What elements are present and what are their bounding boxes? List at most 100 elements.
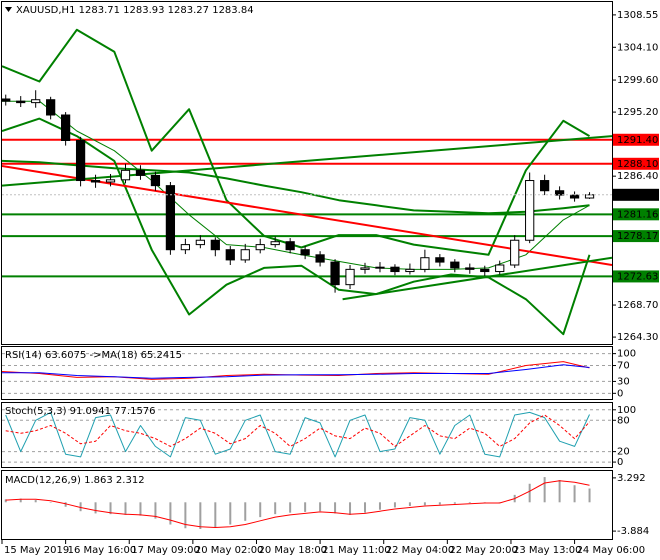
candle-body xyxy=(150,174,161,187)
y-tick-label: 3.292 xyxy=(617,473,646,484)
histogram-bar xyxy=(364,502,367,513)
candle-body xyxy=(360,267,370,270)
candle-body xyxy=(405,268,415,273)
histogram-bar xyxy=(558,480,561,503)
level-label: 1281.16 xyxy=(617,209,658,220)
series-line xyxy=(342,256,612,301)
candle-body xyxy=(330,261,340,286)
level-label: 1288.10 xyxy=(617,159,658,170)
last-price-box xyxy=(613,188,659,201)
stoch-panel xyxy=(1,402,613,468)
histogram-bar xyxy=(349,502,352,515)
histogram-bar xyxy=(169,502,172,525)
histogram-bar xyxy=(4,499,7,503)
x-tick-label: 24 May 06:00 xyxy=(577,545,646,556)
series-line xyxy=(2,135,612,187)
histogram-bar xyxy=(139,502,142,516)
panel-plot xyxy=(2,409,612,463)
x-tick-label: 22 May 20:00 xyxy=(449,545,518,556)
histogram-bar xyxy=(79,502,82,512)
y-tick-label: 1308.55 xyxy=(617,10,658,21)
candle-body xyxy=(315,254,325,263)
level-label: 1291.40 xyxy=(617,135,658,146)
series-line xyxy=(5,411,590,458)
candle-body xyxy=(210,239,220,251)
series-line xyxy=(5,414,590,447)
candle-body xyxy=(105,179,116,183)
level-label-box xyxy=(613,133,659,146)
y-tick-label: 100 xyxy=(617,349,636,360)
candle-body xyxy=(16,100,26,104)
panel-plot xyxy=(4,477,591,529)
series-line xyxy=(2,364,590,379)
x-tick-label: 20 May 18:00 xyxy=(258,545,327,556)
histogram-bar xyxy=(334,502,337,514)
candle-body xyxy=(300,249,310,256)
panel-title: MACD(12,26,9) 1.863 2.312 xyxy=(5,475,145,486)
x-tick-label: 21 May 11:00 xyxy=(322,545,391,556)
histogram-bar xyxy=(34,500,37,503)
last-price-label: 1283.84 xyxy=(617,190,658,201)
x-tick-label: 15 May 2019 xyxy=(4,545,69,556)
candle-body xyxy=(450,261,460,269)
y-tick-label: -3.884 xyxy=(617,526,649,537)
y-tick-label: 1286.40 xyxy=(617,171,658,182)
level-label-box xyxy=(613,208,659,221)
histogram-bar xyxy=(304,502,307,512)
series-line xyxy=(2,117,591,336)
series-line xyxy=(5,480,590,528)
candle-body xyxy=(180,244,190,251)
histogram-bar xyxy=(94,502,97,514)
macd-panel xyxy=(1,470,613,540)
panel-plot xyxy=(2,353,612,394)
histogram-bar xyxy=(199,502,202,529)
candle-body xyxy=(345,268,355,286)
histogram-bar xyxy=(378,502,381,510)
candle-body xyxy=(61,114,71,141)
candle-body xyxy=(584,194,595,199)
y-tick-label: 1299.60 xyxy=(617,75,658,86)
histogram-bar xyxy=(453,502,456,504)
x-tick-label: 23 May 13:00 xyxy=(513,545,582,556)
histogram-bar xyxy=(19,498,22,503)
histogram-bar xyxy=(184,502,187,529)
y-tick-label: 0 xyxy=(617,457,623,468)
candle-body xyxy=(46,99,56,116)
histogram-bar xyxy=(573,485,576,503)
rsi-panel xyxy=(1,346,613,400)
y-tick-label: 20 xyxy=(617,447,630,458)
panel-title: RSI(14) 63.6075 ->MA(18) 65.2415 xyxy=(5,350,182,361)
level-label: 1272.63 xyxy=(617,271,658,282)
y-tick-label: 1264.30 xyxy=(617,332,658,343)
y-tick-label: 70 xyxy=(617,361,630,372)
candle-body xyxy=(480,268,490,273)
series-line xyxy=(2,159,590,215)
level-label-box xyxy=(613,157,659,170)
panel-title: Stoch(5,3,3) 91.0941 77.1576 xyxy=(5,406,156,417)
candle-body xyxy=(75,139,86,182)
y-tick-label: 80 xyxy=(617,415,630,426)
histogram-bar xyxy=(229,502,232,525)
level-label-box xyxy=(613,270,659,283)
level-label: 1278.17 xyxy=(617,231,658,242)
histogram-bar xyxy=(588,488,591,503)
y-tick-label: 1295.20 xyxy=(617,107,658,118)
histogram-bar xyxy=(408,502,411,507)
y-tick-label: 100 xyxy=(617,405,636,416)
histogram-bar xyxy=(109,502,112,515)
panel-plot xyxy=(2,28,612,336)
candle-body xyxy=(465,267,475,270)
histogram-bar xyxy=(124,502,127,515)
candle-body xyxy=(375,266,385,269)
histogram-bar xyxy=(289,502,292,513)
x-tick-label: 20 May 02:00 xyxy=(195,545,264,556)
histogram-bar xyxy=(154,502,157,519)
histogram-bar xyxy=(64,502,67,507)
candle-body xyxy=(435,257,445,263)
histogram-bar xyxy=(468,502,471,504)
histogram-bar xyxy=(528,483,531,503)
series-line xyxy=(2,28,591,256)
panel-title: XAUUSD,H1 1283.71 1283.93 1283.27 1283.8… xyxy=(16,5,254,16)
